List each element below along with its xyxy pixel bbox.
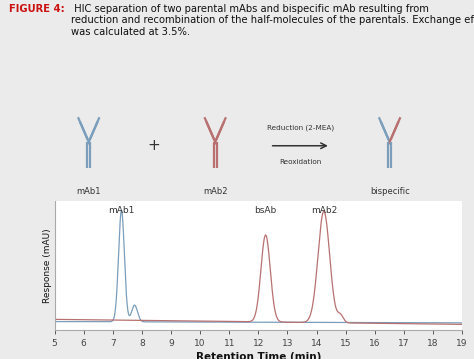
Text: bispecific: bispecific <box>370 187 410 196</box>
Text: Reoxidation: Reoxidation <box>279 159 321 165</box>
Text: Reduction (2-MEA): Reduction (2-MEA) <box>267 124 334 131</box>
Text: mAb1: mAb1 <box>108 206 135 215</box>
Text: mAb1: mAb1 <box>76 187 101 196</box>
Text: +: + <box>148 138 161 153</box>
Text: HIC separation of two parental mAbs and bispecific mAb resulting from
reduction : HIC separation of two parental mAbs and … <box>71 4 474 37</box>
Text: mAb2: mAb2 <box>311 206 337 215</box>
Text: FIGURE 4:: FIGURE 4: <box>9 4 65 14</box>
Y-axis label: Response (mAU): Response (mAU) <box>43 228 52 303</box>
Text: mAb2: mAb2 <box>203 187 228 196</box>
X-axis label: Retention Time (min): Retention Time (min) <box>196 353 321 359</box>
Text: bsAb: bsAb <box>255 206 277 215</box>
